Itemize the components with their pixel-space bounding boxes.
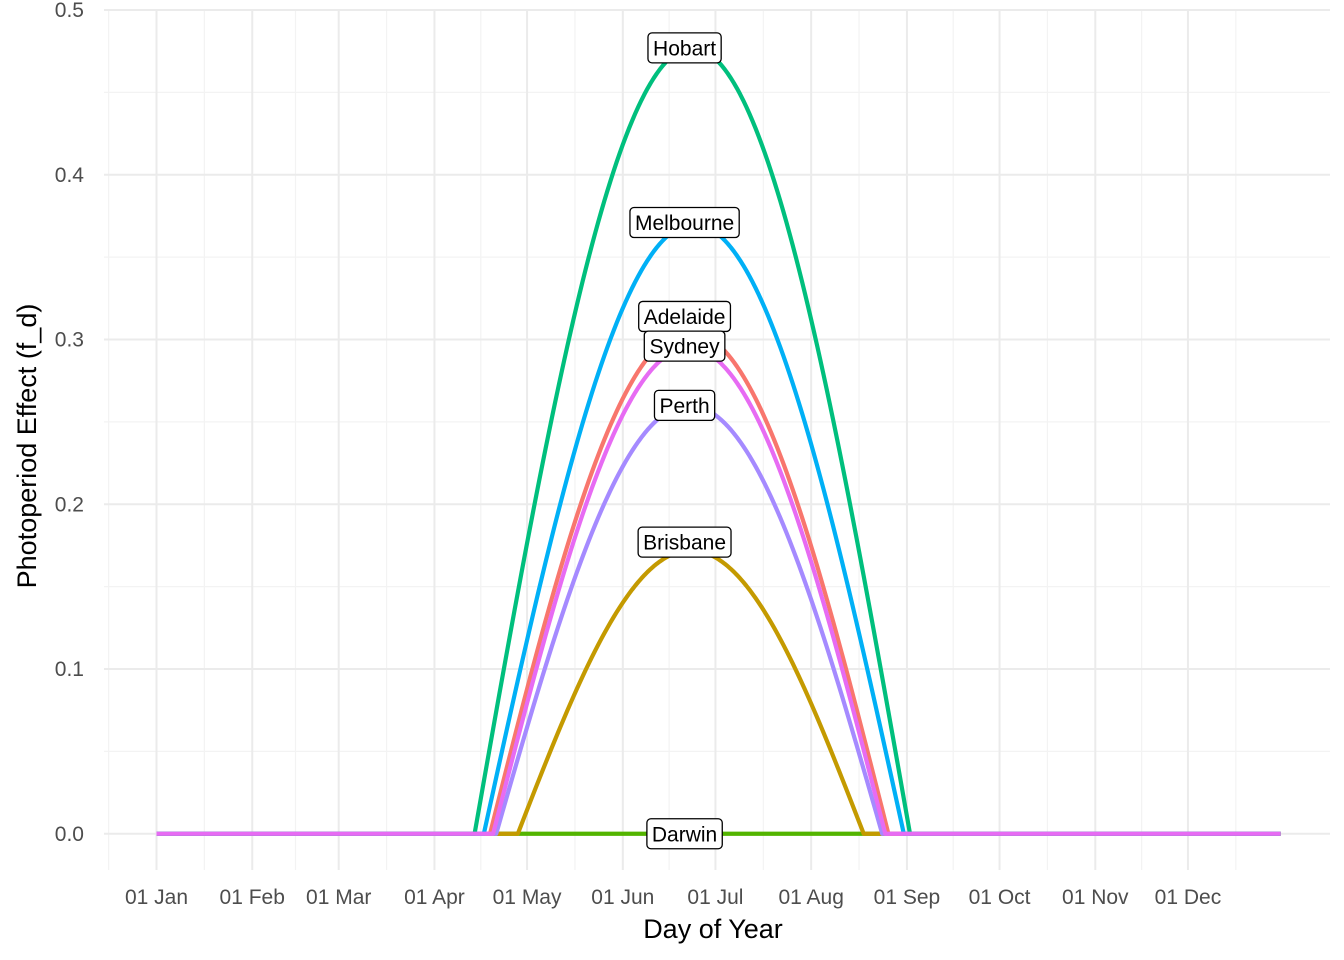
series-label-box xyxy=(653,389,716,422)
x-tick-label: 01 Oct xyxy=(969,886,1031,909)
y-tick-label: 0.5 xyxy=(55,0,84,22)
series-label-melbourne: Melbourne xyxy=(629,206,740,239)
series-label-hobart: Hobart xyxy=(647,32,722,64)
series-label-text: Melbourne xyxy=(635,212,734,235)
series-label-box xyxy=(646,818,723,850)
series-line-adelaide xyxy=(156,329,1281,836)
x-tick-label: 01 Apr xyxy=(404,886,465,909)
x-tick-label: 01 Nov xyxy=(1062,886,1129,909)
x-tick-label: 01 Jul xyxy=(687,886,743,909)
series-label-text: Sydney xyxy=(650,336,721,359)
x-tick-label: 01 Feb xyxy=(220,886,285,909)
x-axis-title: Day of Year xyxy=(643,914,783,944)
x-tick-label: 01 Aug xyxy=(778,886,843,909)
series-label-box xyxy=(643,330,726,362)
series-label-text: Perth xyxy=(659,395,709,418)
series-line-sydney xyxy=(156,345,1281,836)
series-label-box xyxy=(647,32,722,64)
series-label-box xyxy=(629,206,740,239)
series-labels: Hobart Melbourne Adelaide Sydney Perth Brisba… xyxy=(629,32,740,850)
series-lines xyxy=(156,45,1281,836)
x-tick-label: 01 Mar xyxy=(306,886,371,909)
y-tick-label: 0.3 xyxy=(55,329,84,352)
series-label-perth: Perth xyxy=(653,389,716,422)
series-label-adelaide: Adelaide xyxy=(638,300,732,333)
series-label-brisbane: Brisbane xyxy=(637,526,732,558)
series-line-perth xyxy=(156,403,1281,836)
grid xyxy=(104,9,1330,870)
y-tick-label: 0.1 xyxy=(55,658,84,681)
y-tick-label: 0.4 xyxy=(55,164,85,187)
x-tick-label: 01 Jan xyxy=(125,886,188,909)
series-line-hobart xyxy=(156,45,1281,836)
y-tick-label: 0.2 xyxy=(55,493,84,516)
x-tick-label: 01 Dec xyxy=(1155,886,1222,909)
x-tick-label: 01 Sep xyxy=(874,886,941,909)
series-label-text: Brisbane xyxy=(643,532,726,555)
x-tick-label: 01 May xyxy=(493,886,562,909)
series-label-box xyxy=(637,526,732,558)
series-label-darwin: Darwin xyxy=(646,818,723,850)
y-axis-ticks: 0.0 0.1 0.2 0.3 0.4 0.5 xyxy=(55,0,85,846)
x-axis-ticks: 01 Jan 01 Feb 01 Mar 01 Apr 01 May 01 Jun 01 J… xyxy=(125,886,1221,909)
series-label-sydney: Sydney xyxy=(643,330,726,362)
x-tick-label: 01 Jun xyxy=(591,886,654,909)
series-label-text: Adelaide xyxy=(644,306,726,329)
y-axis-title: Photoperiod Effect (f_d) xyxy=(12,304,42,589)
series-label-text: Darwin xyxy=(652,823,717,846)
y-tick-label: 0.0 xyxy=(55,823,84,846)
series-line-brisbane xyxy=(156,548,1281,836)
series-label-text: Hobart xyxy=(653,37,716,60)
